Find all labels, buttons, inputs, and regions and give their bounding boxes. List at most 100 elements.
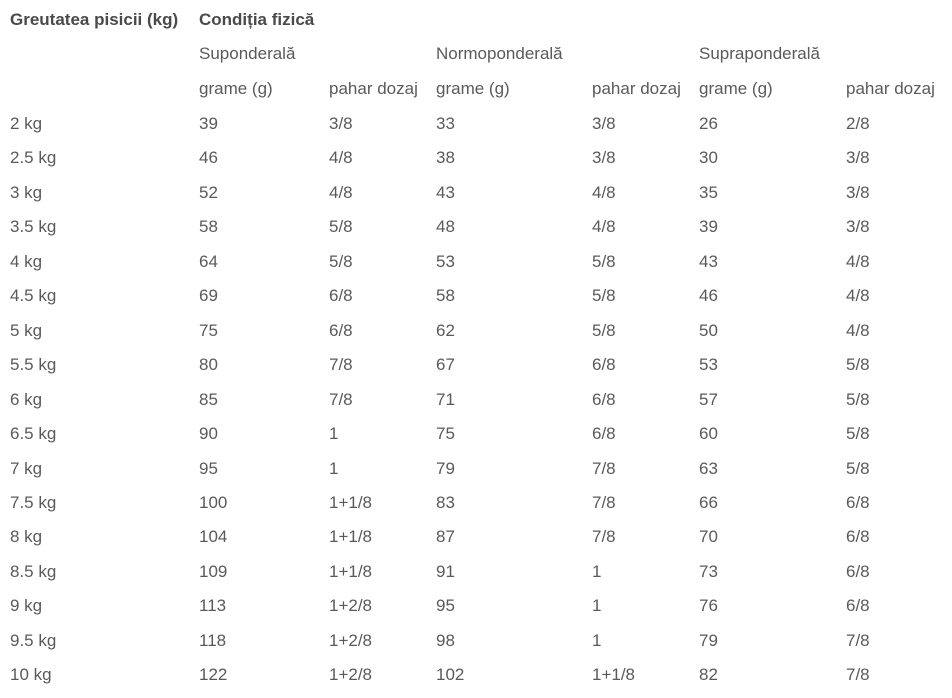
cell: 9.5 kg — [10, 630, 57, 650]
cell: 5/8 — [329, 217, 353, 237]
cell: 2 kg — [10, 114, 43, 133]
cell: 48 — [436, 217, 455, 237]
cell: 1 — [329, 424, 339, 444]
cell: 70 — [699, 527, 718, 547]
cell: 46 — [199, 148, 218, 168]
cell: 67 — [436, 355, 455, 375]
cell: 3.5 kg — [10, 217, 57, 237]
cell: 39 — [199, 114, 218, 133]
cell: 3/8 — [592, 148, 616, 168]
sub-header: grame (g) — [699, 79, 773, 98]
cell: 9 kg — [10, 596, 43, 616]
cell: 75 — [436, 424, 455, 444]
cell: 7/8 — [592, 492, 616, 512]
sub-header: pahar dozaj — [592, 79, 681, 98]
cell: 64 — [199, 251, 218, 271]
cell: 4/8 — [846, 286, 870, 306]
cell: 35 — [699, 182, 718, 202]
cell: 38 — [436, 148, 455, 168]
table-title: Greutatea pisicii (kg) — [10, 10, 179, 29]
cell: 1+2/8 — [329, 665, 373, 685]
cell: 5/8 — [592, 320, 616, 340]
cell: 122 — [199, 665, 228, 685]
cell: 1 — [592, 596, 602, 616]
cell: 5/8 — [592, 286, 616, 306]
cell: 4/8 — [592, 217, 616, 237]
cell: 7/8 — [592, 527, 616, 547]
cell: 66 — [699, 492, 718, 512]
condition-header: Supraponderală — [699, 44, 820, 63]
cell: 5/8 — [846, 458, 870, 478]
cell: 6/8 — [592, 424, 616, 444]
cell: 1 — [592, 561, 602, 581]
cell: 118 — [199, 630, 227, 650]
cell: 98 — [436, 630, 455, 650]
cell: 7/8 — [329, 355, 353, 375]
cell: 39 — [699, 217, 718, 237]
cell: 5.5 kg — [10, 355, 57, 375]
cell: 62 — [436, 320, 455, 340]
cell: 5/8 — [329, 251, 353, 271]
cell: 3/8 — [329, 114, 353, 133]
cell: 7/8 — [846, 665, 870, 685]
cell: 3/8 — [846, 217, 870, 237]
cell: 43 — [436, 182, 455, 202]
cell: 4/8 — [592, 182, 616, 202]
cell: 50 — [699, 320, 718, 340]
cell: 7/8 — [846, 630, 870, 650]
cell: 10 kg — [10, 665, 52, 685]
cell: 73 — [699, 561, 718, 581]
cell: 1+1/8 — [592, 665, 636, 685]
cell: 75 — [199, 320, 218, 340]
cell: 1+2/8 — [329, 596, 373, 616]
cell: 5/8 — [846, 389, 870, 409]
cell: 80 — [199, 355, 218, 375]
cell: 79 — [699, 630, 718, 650]
cell: 58 — [199, 217, 218, 237]
cell: 52 — [199, 182, 218, 202]
cell: 6/8 — [592, 389, 616, 409]
cell: 5 kg — [10, 320, 43, 340]
condition-header: Normoponderală — [436, 44, 563, 63]
cell: 4/8 — [846, 251, 870, 271]
cell: 109 — [199, 561, 228, 581]
cell: 95 — [199, 458, 218, 478]
cell: 69 — [199, 286, 218, 306]
cell: 83 — [436, 492, 455, 512]
cell: 57 — [699, 389, 718, 409]
cell: 30 — [699, 148, 718, 168]
cell: 3 kg — [10, 182, 43, 202]
cell: 4/8 — [329, 148, 353, 168]
condition-header: Suponderală — [199, 44, 296, 63]
cell: 53 — [699, 355, 718, 375]
cell: 4/8 — [329, 182, 353, 202]
cell: 6/8 — [592, 355, 616, 375]
cell: 26 — [699, 114, 718, 133]
cell: 58 — [436, 286, 455, 306]
cell: 7/8 — [329, 389, 353, 409]
sub-header: pahar dozaj — [846, 79, 935, 98]
cell: 3/8 — [846, 182, 870, 202]
cell: 46 — [699, 286, 718, 306]
cell: 6/8 — [846, 492, 870, 512]
cell: 1 — [592, 630, 602, 650]
cell: 6.5 kg — [10, 424, 57, 444]
cell: 95 — [436, 596, 455, 616]
cell: 3/8 — [846, 148, 870, 168]
cell: 5/8 — [846, 355, 870, 375]
cell: 4.5 kg — [10, 286, 57, 306]
cell: 1+1/8 — [329, 492, 373, 512]
cell: 63 — [699, 458, 718, 478]
sub-header: pahar dozaj — [329, 79, 418, 98]
cell: 6/8 — [846, 527, 870, 547]
cell: 91 — [436, 561, 455, 581]
cell: 104 — [199, 527, 228, 547]
cell: 1+1/8 — [329, 527, 373, 547]
cell: 8 kg — [10, 527, 43, 547]
cell: 7.5 kg — [10, 492, 57, 512]
cell: 85 — [199, 389, 218, 409]
table-title: Condiția fizică — [199, 10, 315, 29]
cell: 7/8 — [592, 458, 616, 478]
cell: 3/8 — [592, 114, 616, 133]
cell: 6/8 — [329, 320, 353, 340]
